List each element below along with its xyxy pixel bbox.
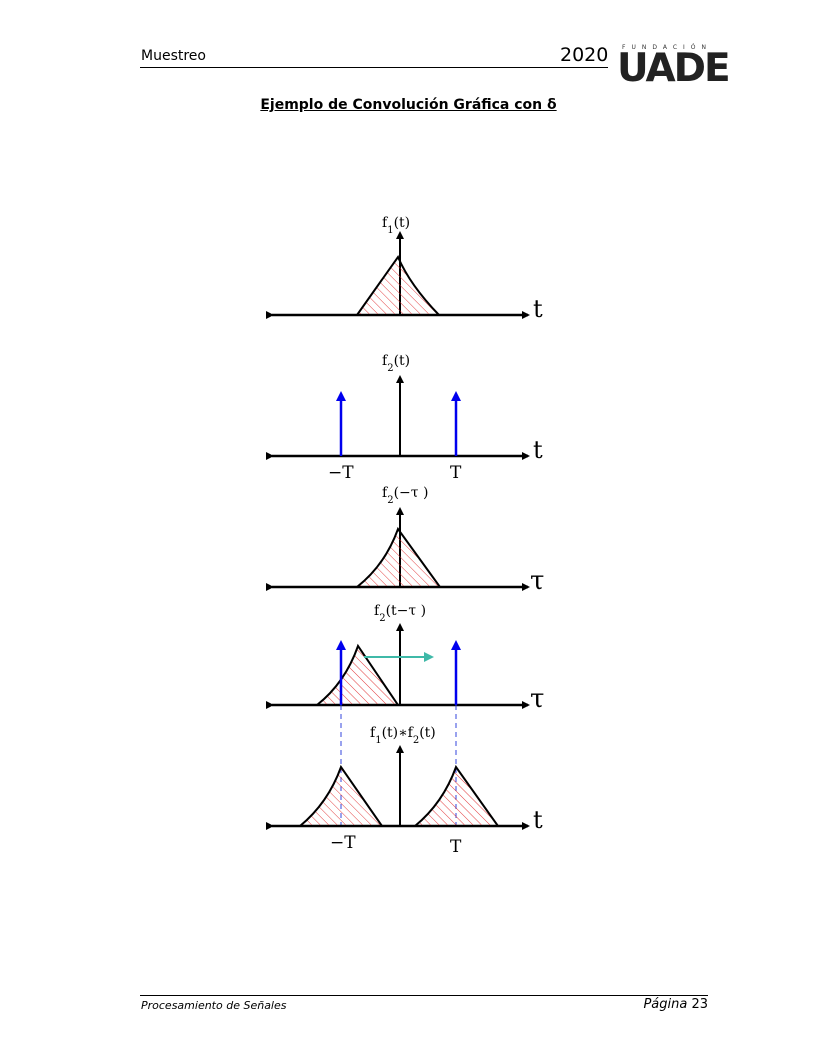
convolution-figure: t f1(t) t −T T f2(t) τ f2(−τ ) τ f2(t−τ …: [266, 215, 544, 857]
panel-label: f2(t): [382, 353, 410, 374]
tick-neg-T: −T: [328, 463, 354, 483]
tick-neg-T: −T: [330, 833, 356, 853]
header-section: Muestreo: [141, 48, 206, 64]
footer-rule: [140, 995, 708, 996]
result-pulse-pos: [412, 764, 500, 827]
header-year: 2020: [560, 44, 609, 66]
reversed-pulse: [354, 526, 442, 588]
f1-pulse: [355, 254, 442, 316]
logo-foundation-text: FUNDACIÓN: [622, 44, 713, 51]
logo-uade-text: UADE: [617, 46, 731, 91]
shifted-pulse: [314, 643, 400, 706]
tick-T: T: [450, 463, 462, 483]
panel-label: f1(t)∗f2(t): [370, 725, 436, 746]
result-pulse-neg: [297, 764, 384, 827]
axis-label-t: t: [533, 436, 543, 464]
panel-label: f1(t): [382, 215, 410, 236]
axis-label-t: t: [533, 295, 543, 323]
page-title: Ejemplo de Convolución Gráfica con δ: [260, 97, 557, 113]
panel-label: f2(t−τ ): [374, 603, 426, 624]
footer-course: Procesamiento de Señales: [141, 999, 287, 1012]
panel-f2-reversed: τ f2(−τ ): [266, 485, 544, 596]
footer-page-number: 23: [691, 997, 708, 1012]
footer-page: Página 23: [643, 997, 708, 1012]
uade-logo: FUNDACIÓN UADE: [616, 44, 731, 91]
axis-label-tau: τ: [530, 684, 544, 714]
axis-label-t: t: [533, 806, 543, 834]
panel-f2-shifted: τ f2(t−τ ): [266, 603, 544, 825]
panel-f1: t f1(t): [266, 215, 543, 323]
panel-label: f2(−τ ): [382, 485, 428, 506]
tick-T: T: [450, 837, 462, 857]
header-rule: [140, 67, 608, 68]
footer-page-word: Página: [643, 997, 688, 1012]
panel-f2: t −T T f2(t): [266, 353, 543, 483]
axis-label-tau: τ: [530, 566, 544, 596]
panel-convolution-result: t −T T f1(t)∗f2(t): [266, 725, 543, 857]
